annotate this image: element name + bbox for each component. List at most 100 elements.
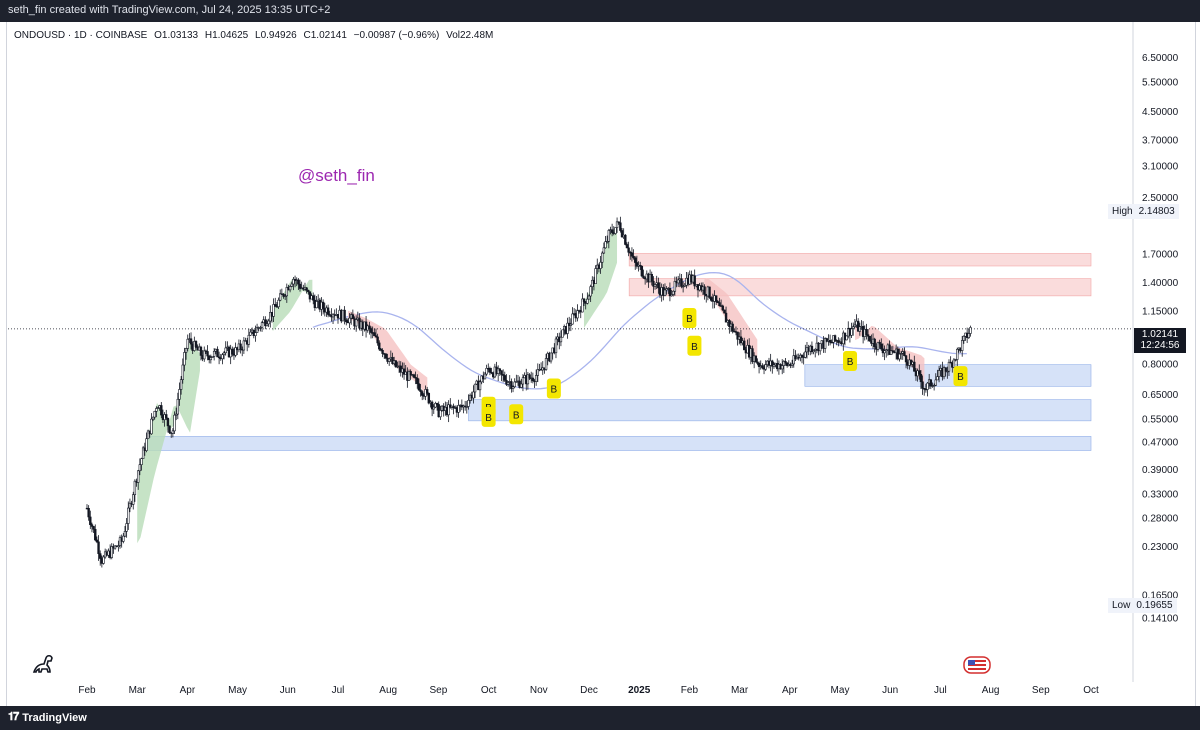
candle-body-105 bbox=[259, 327, 262, 329]
y-tick-label-14: 0.33000 bbox=[1142, 489, 1179, 500]
candle-body-386 bbox=[723, 309, 726, 314]
dinosaur-icon[interactable] bbox=[30, 652, 56, 676]
tradingview-logo[interactable]: 𝟏𝟕 TradingView bbox=[8, 711, 87, 724]
candle-body-484 bbox=[885, 349, 888, 352]
bull-ribbon-2 bbox=[272, 278, 313, 332]
legend-change: −0.00987 (−0.96%) bbox=[353, 30, 440, 41]
x-tick-label-18: Aug bbox=[982, 685, 1000, 696]
candle-body-333 bbox=[635, 262, 639, 267]
candle-body-315 bbox=[605, 240, 609, 243]
candle-body-382 bbox=[716, 301, 720, 303]
candle-body-238 bbox=[478, 381, 482, 391]
candle-body-116 bbox=[277, 299, 280, 308]
candle-body-394 bbox=[736, 331, 739, 340]
candle-body-281 bbox=[549, 352, 553, 362]
candle-body-34 bbox=[141, 447, 145, 459]
high-badge-label: High bbox=[1112, 206, 1133, 217]
buy-marker-2 bbox=[509, 404, 524, 425]
candle-body-403 bbox=[751, 348, 754, 362]
candle-body-396 bbox=[739, 336, 743, 344]
candle-body-10 bbox=[102, 556, 105, 564]
candle-body-472 bbox=[865, 329, 868, 335]
candle-body-24 bbox=[125, 523, 128, 532]
y-tick-label-2: 4.50000 bbox=[1142, 107, 1179, 118]
candle-body-530 bbox=[960, 340, 964, 351]
candle-body-119 bbox=[282, 293, 285, 297]
candle-body-453 bbox=[833, 335, 837, 341]
candle-body-55 bbox=[176, 398, 180, 415]
candle-body-176 bbox=[376, 336, 379, 344]
candle-body-336 bbox=[640, 265, 644, 277]
candle-body-56 bbox=[178, 389, 181, 400]
candle-body-416 bbox=[772, 364, 776, 367]
candle-body-321 bbox=[615, 221, 619, 228]
x-tick-label-2: Apr bbox=[180, 685, 196, 696]
candle-body-513 bbox=[932, 384, 936, 387]
candle-body-37 bbox=[146, 430, 150, 440]
candle-body-198 bbox=[412, 374, 416, 378]
buy-marker-label-7: B bbox=[957, 372, 964, 383]
candle-body-272 bbox=[534, 375, 538, 382]
candle-body-398 bbox=[743, 340, 746, 351]
high-price-badge: High 2.14803 bbox=[1108, 204, 1179, 219]
legend-symbol: ONDOUSD · 1D · COINBASE bbox=[14, 30, 148, 41]
y-tick-label-15: 0.28000 bbox=[1142, 513, 1179, 524]
candle-body-28 bbox=[132, 494, 135, 505]
candle-body-297 bbox=[576, 310, 579, 319]
candle-body-211 bbox=[434, 403, 437, 408]
candle-body-337 bbox=[642, 275, 645, 279]
legend-volume: Vol22.48M bbox=[446, 30, 494, 41]
candle-body-230 bbox=[465, 406, 469, 408]
y-tick-label-13: 0.39000 bbox=[1142, 465, 1179, 476]
supply-zone-1 bbox=[628, 278, 1092, 297]
candle-body-385 bbox=[721, 305, 724, 311]
candle-body-324 bbox=[620, 230, 624, 238]
candle-body-137 bbox=[312, 295, 315, 301]
candle-body-304 bbox=[587, 295, 591, 300]
demand-zone-3 bbox=[468, 399, 1092, 422]
candle-body-311 bbox=[599, 261, 602, 269]
x-tick-label-9: Nov bbox=[530, 685, 548, 696]
candle-body-368 bbox=[693, 275, 696, 287]
candle-body-514 bbox=[934, 379, 937, 386]
legend-close: C1.02141 bbox=[303, 30, 347, 41]
author-watermark: @seth_fin bbox=[298, 166, 375, 185]
candle-body-467 bbox=[856, 320, 860, 332]
candle-body-487 bbox=[889, 350, 893, 355]
candle-body-447 bbox=[823, 338, 827, 349]
candle-body-488 bbox=[891, 350, 895, 352]
candle-body-257 bbox=[510, 381, 513, 389]
created-with-text: seth_fin created with TradingView.com, J… bbox=[8, 4, 331, 16]
candle-body-332 bbox=[634, 257, 637, 263]
candle-body-241 bbox=[483, 373, 487, 380]
candle-body-411 bbox=[764, 364, 767, 370]
tradingview-brand-text: TradingView bbox=[22, 711, 87, 724]
candle-body-344 bbox=[653, 284, 657, 287]
us-flag-icon[interactable] bbox=[963, 655, 991, 675]
candle-body-381 bbox=[714, 295, 718, 302]
candle-body-231 bbox=[467, 400, 470, 407]
candle-body-133 bbox=[305, 287, 308, 291]
supply-zone-0 bbox=[628, 253, 1092, 267]
candle-body-73 bbox=[206, 351, 209, 357]
x-tick-label-19: Sep bbox=[1032, 685, 1050, 696]
candle-body-318 bbox=[610, 229, 614, 233]
bottom-brand-bar: 𝟏𝟕 TradingView bbox=[0, 706, 1200, 730]
candle-body-77 bbox=[212, 350, 216, 357]
y-tick-label-10: 0.65000 bbox=[1142, 390, 1179, 401]
candle-body-353 bbox=[668, 287, 672, 297]
candle-body-90 bbox=[234, 347, 237, 356]
candle-body-407 bbox=[757, 363, 761, 367]
candle-body-23 bbox=[123, 531, 127, 537]
candle-body-433 bbox=[800, 354, 804, 358]
candle-body-360 bbox=[680, 278, 683, 287]
candle-body-327 bbox=[625, 244, 629, 249]
candle-body-522 bbox=[947, 361, 951, 372]
candle-body-308 bbox=[594, 268, 597, 284]
x-tick-label-11: 2025 bbox=[628, 685, 651, 696]
candle-body-259 bbox=[513, 381, 516, 388]
candle-body-42 bbox=[155, 408, 158, 412]
candle-body-84 bbox=[224, 347, 227, 354]
candle-body-314 bbox=[604, 241, 607, 249]
